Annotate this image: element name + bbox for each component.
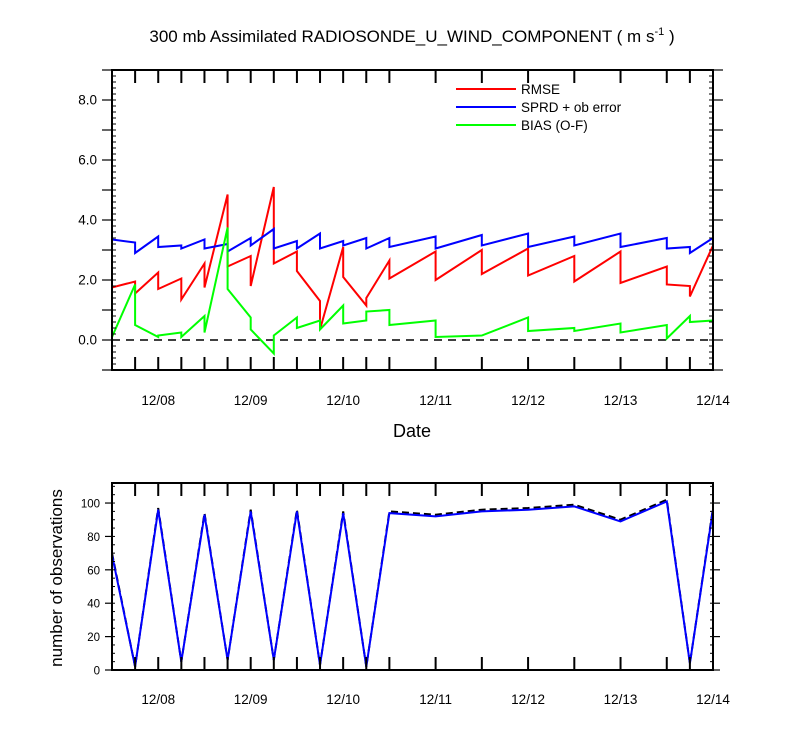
y-tick-label: 4.0: [78, 213, 97, 228]
top-series-group: [111, 186, 714, 356]
y-tick-label: 2.0: [78, 273, 97, 288]
top-tick-labels: 0.0 2.0 4.0 6.0 8.0 12/08 12/09 12/10 12/11 12/12…: [78, 93, 730, 409]
chart-title-end: ): [664, 27, 674, 46]
legend-label-rmse: RMSE: [521, 82, 560, 97]
series-line-bias-o-f: [111, 227, 714, 356]
legend-label-bias: BIAS (O-F): [521, 118, 588, 133]
x-axis-label: Date: [393, 421, 431, 441]
y-tick-label: 0: [94, 666, 100, 678]
x-tick-label: 12/14: [696, 692, 730, 707]
x-tick-label: 12/11: [419, 692, 452, 707]
y-tick-label: 80: [87, 532, 100, 544]
x-tick-label: 12/13: [604, 393, 638, 408]
bottom-ticks-group: [105, 483, 720, 671]
x-tick-label: 12/09: [234, 393, 268, 408]
x-tick-label: 12/11: [419, 393, 452, 408]
legend-label-sprd: SPRD + ob error: [521, 100, 622, 115]
series-line-sprd-ob-error: [111, 218, 714, 255]
chart-title-sup: -1: [654, 26, 664, 38]
x-tick-label: 12/10: [326, 393, 360, 408]
x-tick-label: 12/08: [141, 393, 175, 408]
x-tick-label: 12/13: [604, 692, 638, 707]
series-line-possible: [111, 498, 714, 667]
y-tick-label: 60: [87, 565, 100, 577]
y-tick-label: 6.0: [78, 153, 97, 168]
bottom-panel: 0 20 40 60 80 100 12/08 12/09 12/10 12/11 12/12 12/…: [47, 482, 731, 707]
x-tick-label: 12/12: [511, 692, 545, 707]
x-tick-label: 12/09: [234, 692, 268, 707]
series-line-rmse: [111, 186, 714, 330]
top-panel: 0.0 2.0 4.0 6.0 8.0 12/08 12/09 12/10 12/11 12/12…: [78, 69, 730, 441]
bottom-tick-labels: 0 20 40 60 80 100 12/08 12/09 12/10 12/11 12/12 12/…: [81, 499, 731, 707]
x-tick-label: 12/14: [696, 393, 730, 408]
chart-title: 300 mb Assimilated RADIOSONDE_U_WIND_COM…: [149, 26, 674, 46]
chart-title-main: 300 mb Assimilated RADIOSONDE_U_WIND_COM…: [149, 27, 654, 46]
x-tick-label: 12/10: [326, 692, 360, 707]
y-tick-label: 0.0: [78, 333, 97, 348]
x-tick-label: 12/12: [511, 393, 545, 408]
x-tick-label: 12/08: [141, 692, 175, 707]
y-tick-label: 20: [87, 632, 100, 644]
top-plot-frame: [111, 69, 714, 371]
y-tick-label: 40: [87, 599, 100, 611]
bottom-plot-frame: [111, 482, 714, 671]
bottom-series-group: [111, 498, 714, 667]
y-axis-label-observations: number of observations: [47, 489, 66, 667]
y-tick-label: 8.0: [78, 93, 97, 108]
legend: RMSE SPRD + ob error BIAS (O-F): [456, 82, 622, 133]
y-tick-label: 100: [81, 499, 100, 511]
series-line-assimilated: [111, 499, 714, 667]
